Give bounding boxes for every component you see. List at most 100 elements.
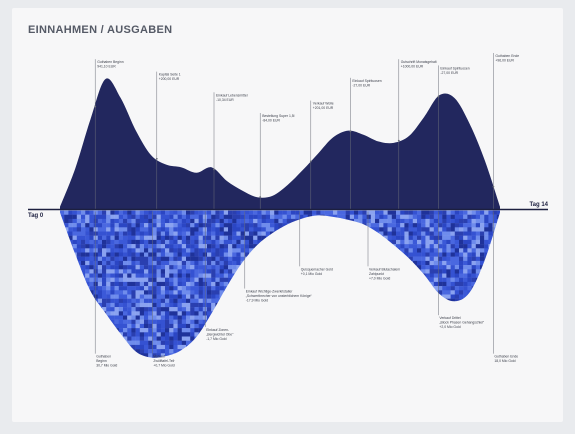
- expense-cell: [270, 231, 275, 236]
- expense-cell: [102, 336, 107, 341]
- expense-cell: [177, 286, 182, 291]
- expense-cell: [324, 294, 329, 299]
- expense-cell: [433, 315, 439, 320]
- expense-cell: [446, 281, 451, 287]
- expense-cell: [429, 328, 434, 333]
- expense-cell: [286, 353, 292, 358]
- expense-cell: [72, 349, 77, 354]
- expense-cell: [404, 298, 409, 304]
- expense-cell: [118, 214, 124, 220]
- expense-cell: [404, 231, 409, 236]
- expense-cell: [433, 336, 439, 341]
- expense-cell: [316, 210, 321, 215]
- expense-cell: [345, 277, 350, 283]
- expense-cell: [186, 298, 191, 304]
- expense-cell: [60, 311, 65, 316]
- expense-cell: [194, 332, 199, 337]
- expense-cell: [345, 256, 350, 262]
- expense-cell: [160, 252, 166, 257]
- expense-cell: [144, 319, 149, 325]
- expense-cell: [173, 231, 178, 236]
- expense-cell: [165, 290, 170, 295]
- expense-cell: [60, 357, 65, 358]
- expense-cell: [198, 273, 203, 278]
- expense-cell: [433, 239, 439, 245]
- expense-cell: [261, 277, 266, 283]
- expense-cell: [391, 315, 397, 320]
- expense-cell: [484, 256, 489, 262]
- expense-cell: [244, 323, 250, 329]
- expense-cell: [64, 311, 69, 316]
- expense-cell: [261, 353, 266, 358]
- expense-cell: [446, 336, 451, 341]
- expense-cell: [211, 277, 216, 283]
- expense-cell: [232, 218, 237, 224]
- expense-cell: [282, 231, 287, 236]
- expense-cell: [387, 286, 392, 291]
- expense-cell: [480, 349, 485, 354]
- expense-cell: [337, 349, 342, 354]
- expense-cell: [358, 277, 363, 283]
- expense-cell: [219, 290, 224, 295]
- expense-cell: [320, 260, 325, 266]
- expense-cell: [123, 239, 128, 245]
- expense-cell: [383, 323, 388, 329]
- expense-cell: [257, 353, 262, 358]
- expense-cell: [459, 218, 464, 224]
- expense-cell: [131, 223, 136, 228]
- expense-cell: [198, 277, 203, 283]
- expense-cell: [341, 307, 346, 312]
- expense-cell: [211, 214, 216, 220]
- expense-cell: [362, 353, 367, 358]
- expense-cell: [278, 328, 283, 333]
- expense-cell: [312, 227, 317, 232]
- expense-cell: [240, 273, 245, 278]
- expense-cell: [316, 235, 321, 241]
- expense-cell: [81, 239, 86, 245]
- expense-cell: [190, 357, 195, 358]
- expense-cell: [198, 323, 203, 329]
- expense-cell: [358, 231, 363, 236]
- expense-cell: [85, 319, 90, 325]
- expense-cell: [307, 328, 313, 333]
- expense-cell: [72, 357, 77, 358]
- expense-cell: [169, 265, 174, 270]
- expense-cell: [223, 223, 229, 228]
- expense-cell: [291, 223, 296, 228]
- expense-cell: [438, 294, 443, 299]
- expense-cell: [391, 256, 397, 262]
- expense-cell: [471, 307, 476, 312]
- expense-cell: [324, 315, 329, 320]
- expense-cell: [383, 231, 388, 236]
- expense-cell: [387, 239, 392, 245]
- expense-cell: [307, 248, 313, 253]
- expense-cell: [207, 298, 212, 304]
- expense-cell: [249, 244, 254, 249]
- expense-cell: [303, 349, 308, 354]
- expense-cell: [274, 244, 279, 249]
- expense-cell: [177, 328, 182, 333]
- expense-cell: [366, 353, 371, 358]
- expense-cell: [253, 332, 258, 337]
- expense-cell: [194, 214, 199, 220]
- expense-cell: [186, 218, 191, 224]
- expense-cell: [81, 336, 86, 341]
- expense-cell: [291, 273, 296, 278]
- expense-cell: [156, 265, 161, 270]
- expense-cell: [408, 340, 413, 346]
- expense-cell: [257, 311, 262, 316]
- expense-cell: [429, 223, 434, 228]
- expense-cell: [265, 265, 271, 270]
- expense-cell: [228, 290, 233, 295]
- expense-cell: [89, 218, 94, 224]
- expense-cell: [375, 256, 380, 262]
- expense-cell: [139, 273, 145, 278]
- expense-cell: [286, 357, 292, 358]
- expense-cell: [450, 353, 455, 358]
- expense-cell: [299, 235, 304, 241]
- expense-cell: [198, 252, 203, 257]
- expense-cell: [282, 227, 287, 232]
- expense-cell: [114, 344, 119, 350]
- expense-cell: [467, 227, 472, 232]
- expense-cell: [76, 328, 82, 333]
